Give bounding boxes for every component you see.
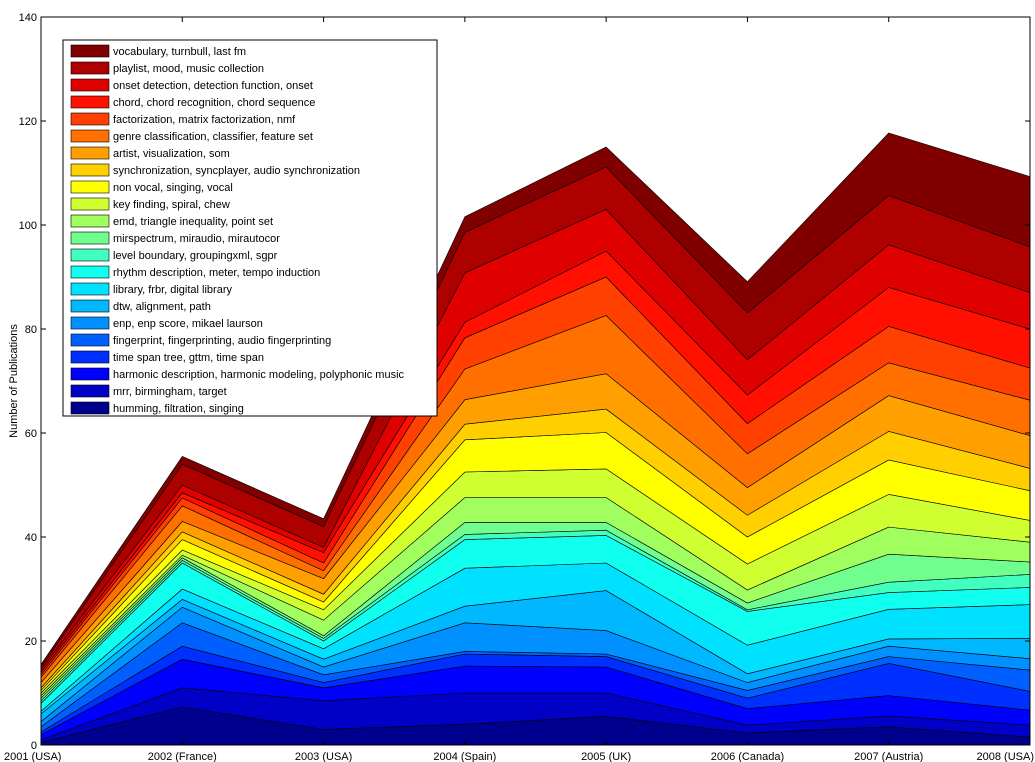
legend-box (62, 39, 438, 417)
legend-swatch (70, 299, 110, 313)
legend-swatch (70, 316, 110, 330)
legend-label: vocabulary, turnbull, last fm (113, 46, 246, 58)
legend-swatch (70, 129, 110, 143)
legend-label: rhythm description, meter, tempo inducti… (113, 267, 320, 279)
y-tick-label: 120 (19, 116, 37, 128)
legend-label: level boundary, groupingxml, sgpr (113, 250, 278, 262)
legend-swatch (70, 214, 110, 228)
plot-frame (40, 16, 1031, 746)
legend-label: emd, triangle inequality, point set (113, 216, 273, 228)
legend-label: genre classification, classifier, featur… (113, 131, 313, 143)
y-tick-label: 100 (19, 220, 37, 232)
x-tick-label: 2007 (Austria) (854, 751, 923, 762)
legend-swatch (70, 231, 110, 245)
legend-swatch (70, 401, 110, 415)
x-tick-label: 2001 (USA) (4, 751, 61, 762)
legend-label: onset detection, detection function, ons… (113, 80, 313, 92)
legend-swatch (70, 61, 110, 75)
legend-label: library, frbr, digital library (113, 284, 232, 296)
legend-swatch (70, 180, 110, 194)
legend-swatch (70, 163, 110, 177)
legend-swatch (70, 78, 110, 92)
y-axis: 0 20 40 60 80 100 120 140 (19, 12, 1030, 752)
legend-swatch (70, 367, 110, 381)
y-tick-label: 140 (19, 12, 37, 24)
legend-swatch (70, 333, 110, 347)
legend: vocabulary, turnbull, last fm playlist, m… (62, 39, 438, 417)
legend-label: mirspectrum, miraudio, mirautocor (113, 233, 280, 245)
legend-label: enp, enp score, mikael laurson (113, 318, 263, 330)
y-tick-label: 0 (31, 740, 37, 752)
legend-label: artist, visualization, som (113, 148, 230, 160)
legend-label: chord, chord recognition, chord sequence (113, 97, 315, 109)
legend-swatch (70, 384, 110, 398)
legend-label: harmonic description, harmonic modeling,… (113, 369, 405, 381)
legend-label: playlist, mood, music collection (113, 63, 264, 75)
y-tick-label: 80 (25, 324, 37, 336)
legend-label: non vocal, singing, vocal (113, 182, 233, 194)
legend-swatch (70, 112, 110, 126)
legend-swatch (70, 197, 110, 211)
y-tick-label: 40 (25, 532, 37, 544)
legend-label: dtw, alignment, path (113, 301, 211, 313)
x-tick-label: 2002 (France) (148, 751, 217, 762)
legend-swatch (70, 95, 110, 109)
legend-swatch (70, 248, 110, 262)
x-tick-label: 2004 (Spain) (433, 751, 496, 762)
legend-label: time span tree, gttm, time span (113, 352, 264, 364)
x-tick-label: 2003 (USA) (295, 751, 352, 762)
legend-label: synchronization, syncplayer, audio synch… (113, 165, 360, 177)
y-tick-label: 20 (25, 636, 37, 648)
legend-label: key finding, spiral, chew (113, 199, 230, 211)
legend-swatch (70, 282, 110, 296)
y-tick-label: 60 (25, 428, 37, 440)
legend-swatch (70, 350, 110, 364)
legend-label: factorization, matrix factorization, nmf (113, 114, 296, 126)
legend-swatch (70, 265, 110, 279)
x-tick-label: 2005 (UK) (581, 751, 631, 762)
legend-label: fingerprint, fingerprinting, audio finge… (113, 335, 331, 347)
legend-label: mrr, birmingham, target (113, 386, 227, 398)
legend-swatch (70, 146, 110, 160)
y-axis-label: Number of Publications (8, 324, 20, 438)
x-tick-label: 2006 (Canada) (711, 751, 784, 762)
legend-swatch (70, 44, 110, 58)
legend-label: humming, filtration, singing (113, 403, 244, 415)
x-axis: 2001 (USA) 2002 (France) 2003 (USA) 2004 (S… (4, 17, 1034, 762)
x-tick-label: 2008 (USA) (977, 751, 1034, 762)
